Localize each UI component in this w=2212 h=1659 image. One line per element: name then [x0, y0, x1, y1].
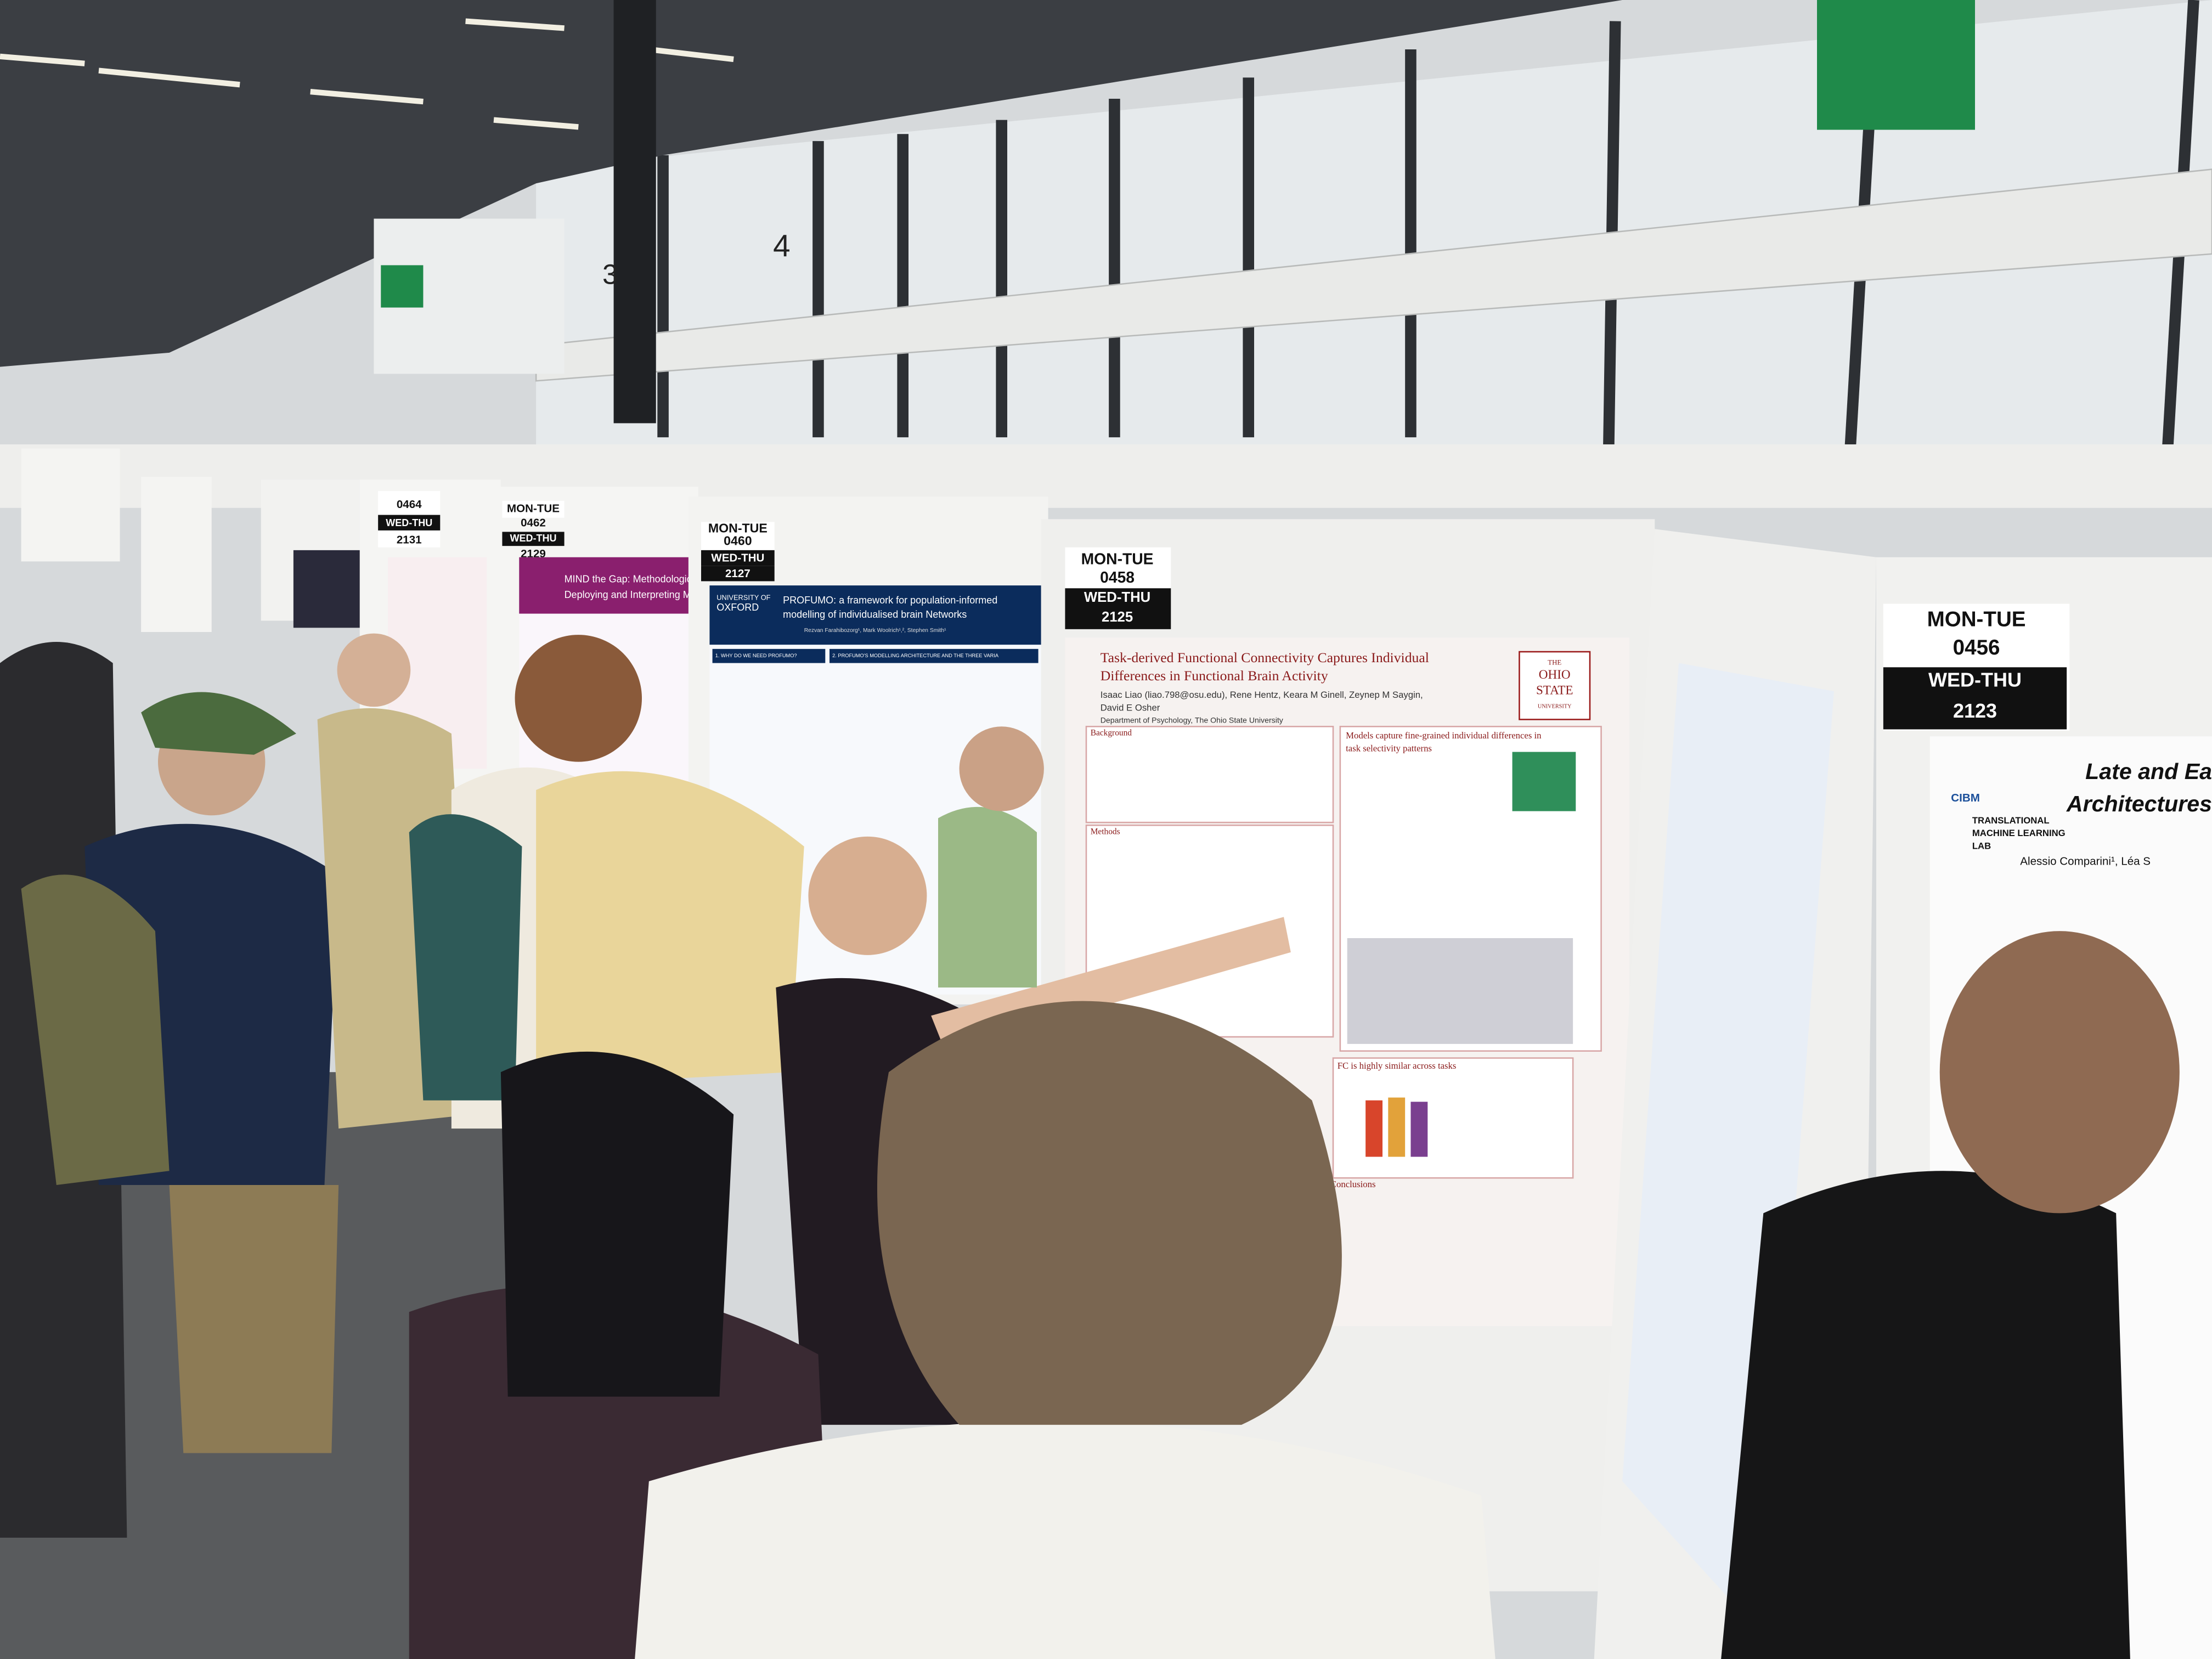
sign-bar [502, 532, 565, 546]
poster-title: PROFUMO: a framework for population-info… [783, 595, 997, 606]
sign-days: MON-TUE [1081, 550, 1154, 567]
poster-authors: Alessio Comparini¹, Léa S [2020, 855, 2151, 868]
matrix-figure [1512, 752, 1576, 811]
board-sign [502, 500, 565, 518]
exit-sign [381, 265, 424, 308]
section-header [712, 648, 826, 663]
window-wall [536, 0, 2212, 480]
sign-number: 2129 [521, 548, 546, 560]
poster-panel [1085, 825, 1334, 1038]
sign-number: 0458 [1100, 568, 1135, 586]
poster-logo: UNIVERSITY OF [716, 594, 770, 602]
lab-name: LAB [1972, 840, 1991, 851]
board [21, 448, 120, 562]
person-head [515, 635, 642, 762]
poster-logo: OHIO [1539, 668, 1571, 682]
person-head [808, 836, 927, 955]
sign-bar [701, 566, 775, 582]
brain-figure [1347, 938, 1573, 1044]
poster-authors: Isaac Liao (liao.798@osu.edu), Rene Hent… [1101, 690, 1423, 700]
sign-number: 0464 [397, 498, 422, 511]
poster-title: Late and Ea [2085, 759, 2212, 784]
person-head [337, 633, 411, 707]
hall-number: 4 [773, 229, 790, 263]
sign-number: 0460 [724, 534, 752, 548]
sign-days: WED-THU [1928, 669, 2022, 691]
sign-number: 2131 [397, 533, 422, 546]
section-title: Methods [1091, 827, 1120, 837]
sign-days: WED-THU [1084, 590, 1150, 605]
poster-title: Task-derived Functional Connectivity Cap… [1101, 650, 1429, 665]
person [635, 1421, 1496, 1659]
sign-days: WED-THU [711, 552, 764, 565]
poster-authors: David E Osher [1101, 702, 1160, 713]
ceiling-lights [0, 18, 734, 130]
cap [141, 692, 296, 755]
poster-logo: UNIVERSITY [1538, 704, 1572, 710]
section-title: Models capture fine-grained individual d… [1346, 730, 1542, 741]
exit-sign [1817, 0, 1975, 130]
board [141, 477, 212, 632]
poster-panel [1085, 726, 1334, 823]
section-title: task selectivity patterns [1346, 743, 1432, 753]
sign-number: 2123 [1953, 699, 1997, 722]
poster-authors: Rezvan Farahibozorg¹, Mark Woolrich¹,², … [804, 628, 946, 634]
sign-number: 0456 [1953, 636, 2000, 659]
ceiling [0, 0, 1623, 367]
poster-header [709, 585, 1041, 645]
person-head [959, 726, 1044, 811]
backpack [409, 814, 522, 1101]
sign-days: MON-TUE [708, 521, 768, 535]
sign-bar [1883, 667, 2067, 730]
sign-number: 2127 [725, 567, 751, 580]
bar-figure [1365, 1100, 1383, 1157]
poster-logo: STATE [1536, 683, 1573, 697]
lab-name: MACHINE LEARNING [1972, 828, 2066, 838]
lab-name: TRANSLATIONAL [1972, 815, 2050, 826]
sign-number: 0462 [521, 516, 546, 529]
section-title: Background [1091, 729, 1132, 738]
poster-title: Deploying and Interpreting MIND [565, 589, 708, 600]
person [938, 806, 1037, 988]
hair [877, 1001, 1342, 1425]
sign-bar [701, 550, 775, 566]
section-title: Conclusions [1330, 1179, 1376, 1189]
poster-logo: CIBM [1951, 792, 1980, 804]
hair [536, 771, 804, 1086]
crowd [0, 633, 2180, 1659]
sign-number: 2125 [1102, 610, 1133, 625]
poster [293, 550, 364, 628]
sign-days: MON-TUE [507, 503, 560, 515]
sign-bar [378, 515, 441, 531]
hair [500, 1051, 734, 1397]
poster-title: modelling of individualised brain Networ… [783, 609, 967, 620]
poster-title: MIND the Gap: Methodological Co [565, 574, 715, 585]
sign-days: WED-THU [510, 533, 557, 544]
person-head [1939, 931, 2180, 1214]
hall-number: 3 [602, 258, 618, 290]
poster-logo: OXFORD [716, 602, 759, 613]
sign-days: WED-THU [386, 517, 432, 528]
poster-affiliation: Department of Psychology, The Ohio State… [1101, 716, 1284, 725]
section-title: 2. PROFUMO'S MODELLING ARCHITECTURE AND … [832, 653, 999, 658]
poster-title: Differences in Functional Brain Activity [1101, 668, 1328, 684]
section-title: FC is highly similar across tasks [1338, 1060, 1457, 1071]
pillar [613, 0, 656, 424]
sign-bar [1065, 588, 1171, 629]
shorts [169, 1185, 339, 1453]
sign-days: MON-TUE [1927, 608, 2026, 631]
section-title: 1. WHY DO WE NEED PROFUMO? [715, 653, 797, 658]
bar-figure [1410, 1102, 1428, 1157]
poster-header [519, 557, 691, 614]
backpack [21, 874, 170, 1185]
person [1721, 1171, 2130, 1659]
poster-logo: THE [1548, 659, 1561, 667]
bar-figure [1388, 1097, 1406, 1157]
poster-title: Architectures [2066, 791, 2212, 816]
section-header [830, 648, 1039, 663]
poster-logo [1519, 651, 1591, 720]
